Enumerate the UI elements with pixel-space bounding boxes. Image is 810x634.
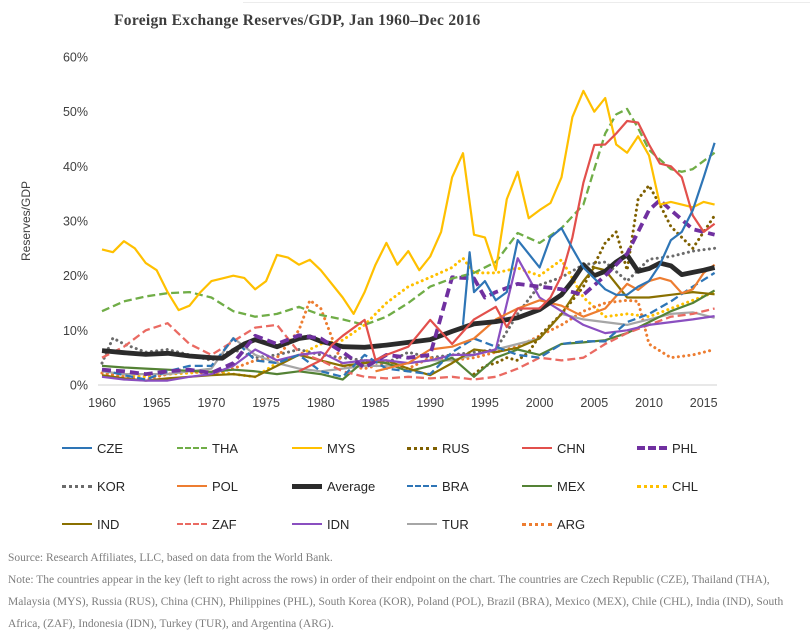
series-line-CHN xyxy=(298,119,716,373)
x-tick-2000: 2000 xyxy=(526,396,554,410)
legend-item-CHN: CHN xyxy=(522,441,637,456)
legend-label-CHL: CHL xyxy=(672,478,699,494)
series-line-POL xyxy=(375,263,716,373)
chart-title: Foreign Exchange Reserves/GDP, Jan 1960–… xyxy=(114,12,481,29)
series-line-Average xyxy=(101,252,716,361)
y-tick-0: 0% xyxy=(70,379,88,393)
line-chart: 0% 10% 20% 30% 40% 50% 60% 1960 1965 1970 1975 1980… xyxy=(19,51,718,411)
legend-swatch-RUS xyxy=(407,446,437,450)
x-tick-1990: 1990 xyxy=(416,396,444,410)
x-tick-1965: 1965 xyxy=(143,396,171,410)
series-line-PHL xyxy=(101,198,716,377)
legend-item-TUR: TUR xyxy=(407,517,522,532)
x-tick-1970: 1970 xyxy=(197,396,225,410)
legend-item-IND: IND xyxy=(62,517,177,532)
legend-label-ZAF: ZAF xyxy=(212,516,237,532)
legend-item-THA: THA xyxy=(177,441,292,456)
legend-swatch-POL xyxy=(177,485,207,487)
y-tick-10: 10% xyxy=(63,324,88,338)
legend-item-BRA: BRA xyxy=(407,479,522,494)
legend-swatch-MYS xyxy=(292,447,322,449)
x-tick-2005: 2005 xyxy=(580,396,608,410)
legend-item-MYS: MYS xyxy=(292,441,407,456)
legend-item-IDN: IDN xyxy=(292,517,407,532)
legend-swatch-MEX xyxy=(522,485,552,487)
legend-row-2: KOR POL Average BRA MEX CHL xyxy=(62,467,762,505)
y-tick-30: 30% xyxy=(63,215,88,229)
series-line-BRA xyxy=(101,271,716,381)
legend-swatch-BRA xyxy=(407,485,437,487)
legend-swatch-Average xyxy=(292,483,322,489)
y-tick-40: 40% xyxy=(63,160,88,174)
legend-label-BRA: BRA xyxy=(442,478,469,494)
legend-label-MYS: MYS xyxy=(327,440,356,456)
legend-swatch-CHN xyxy=(522,447,552,449)
series-line-RUS xyxy=(472,184,717,376)
country-note: Note: The countries appear in the key (l… xyxy=(8,574,784,630)
legend-label-CZE: CZE xyxy=(97,440,123,456)
legend-swatch-CHL xyxy=(637,484,667,488)
series-line-ZAF xyxy=(101,307,715,381)
x-tick-1975: 1975 xyxy=(252,396,280,410)
series-line-THA xyxy=(101,107,716,327)
x-tick-1995: 1995 xyxy=(471,396,499,410)
legend-swatch-PHL xyxy=(637,446,667,450)
legend-swatch-IDN xyxy=(292,523,322,525)
legend-label-TUR: TUR xyxy=(442,516,469,532)
x-tick-2010: 2010 xyxy=(635,396,663,410)
legend-label-CHN: CHN xyxy=(557,440,586,456)
legend-label-KOR: KOR xyxy=(97,478,126,494)
legend-label-POL: POL xyxy=(212,478,239,494)
legend-label-THA: THA xyxy=(212,440,238,456)
legend-item-ZAF: ZAF xyxy=(177,517,292,532)
series-line-MYS xyxy=(101,89,715,315)
legend-label-IDN: IDN xyxy=(327,516,350,532)
legend-item-ARG: ARG xyxy=(522,517,637,532)
x-tick-1980: 1980 xyxy=(307,396,335,410)
legend-row-1: CZE THA MYS RUS CHN PHL xyxy=(62,429,762,467)
legend-swatch-IND xyxy=(62,523,92,525)
source-note: Source: Research Affiliates, LLC, based … xyxy=(8,552,333,564)
chart-legend: CZE THA MYS RUS CHN PHL KOR POL Average BRA MEX CHL… xyxy=(62,429,762,543)
legend-label-MEX: MEX xyxy=(557,478,586,494)
legend-item-RUS: RUS xyxy=(407,441,522,456)
series-line-CZE xyxy=(461,142,716,325)
legend-row-3: IND ZAF IDN TUR ARG xyxy=(62,505,762,543)
legend-swatch-ZAF xyxy=(177,523,207,525)
x-tick-2015: 2015 xyxy=(690,396,718,410)
legend-label-Average: Average xyxy=(327,478,376,494)
legend-item-CZE: CZE xyxy=(62,441,177,456)
legend-item-MEX: MEX xyxy=(522,479,637,494)
legend-swatch-THA xyxy=(177,447,207,449)
legend-item-KOR: KOR xyxy=(62,479,177,494)
legend-item-CHL: CHL xyxy=(637,479,752,494)
y-tick-60: 60% xyxy=(63,51,88,65)
y-axis-label: Reserves/GDP xyxy=(19,181,33,261)
y-tick-20: 20% xyxy=(63,269,88,283)
x-tick-1985: 1985 xyxy=(362,396,390,410)
top-divider xyxy=(243,2,810,3)
legend-item-PHL: PHL xyxy=(637,441,752,456)
y-tick-50: 50% xyxy=(63,105,88,119)
legend-label-PHL: PHL xyxy=(672,440,698,456)
legend-swatch-ARG xyxy=(522,522,552,526)
chart-footer: Source: Research Affiliates, LLC, based … xyxy=(8,547,802,634)
legend-swatch-TUR xyxy=(407,523,437,525)
legend-label-RUS: RUS xyxy=(442,440,470,456)
legend-swatch-KOR xyxy=(62,484,92,488)
legend-item-Average: Average xyxy=(292,479,407,494)
legend-label-IND: IND xyxy=(97,516,120,532)
legend-label-ARG: ARG xyxy=(557,516,586,532)
legend-item-POL: POL xyxy=(177,479,292,494)
legend-swatch-CZE xyxy=(62,447,92,449)
x-tick-1960: 1960 xyxy=(88,396,116,410)
